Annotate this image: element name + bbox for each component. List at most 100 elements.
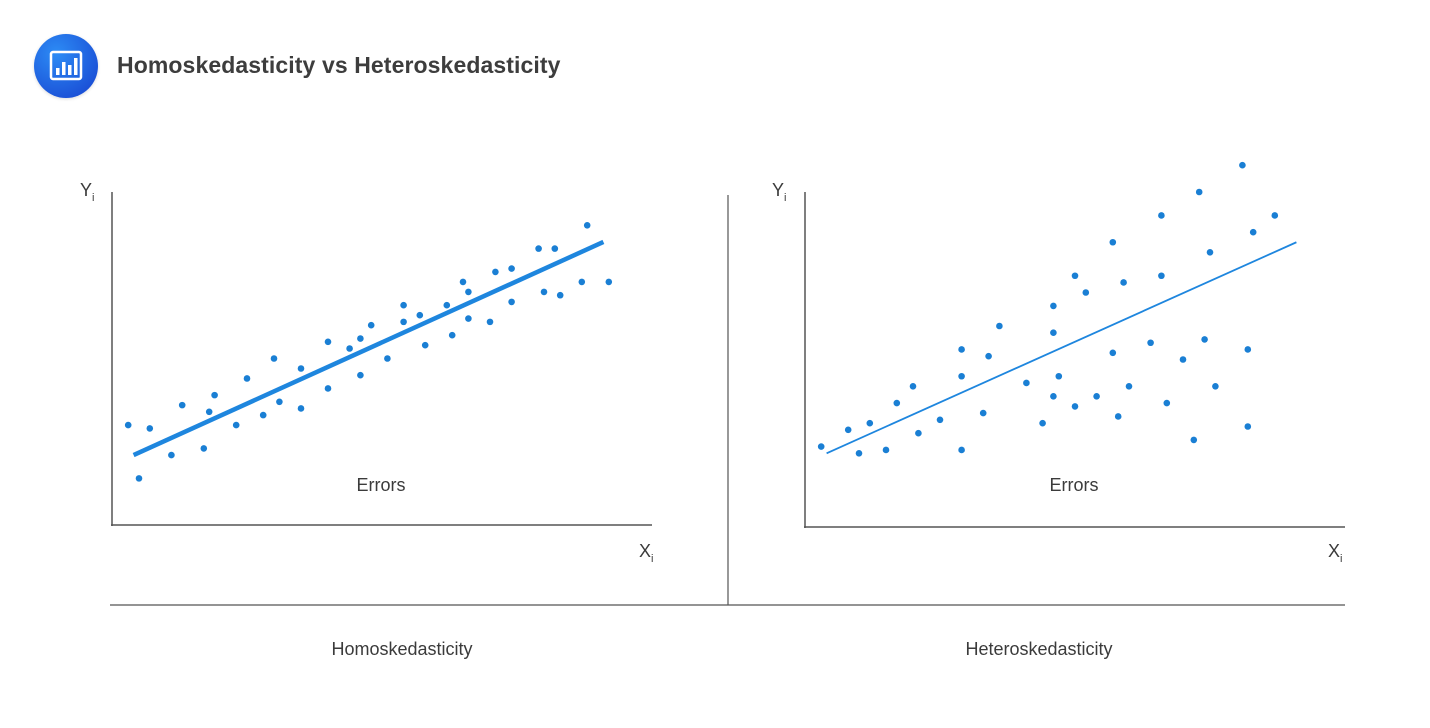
x-axis-label: Xi [639,541,653,565]
data-point [270,355,278,362]
data-point [168,451,175,459]
data-point [1109,238,1117,246]
data-point [421,341,429,349]
y-axis-label: Yi [80,180,94,204]
data-point [1071,403,1079,410]
data-point [416,311,424,319]
data-point [276,398,283,406]
data-point [1050,329,1057,337]
x-axis-label: Xi [1328,541,1342,565]
data-point [1201,336,1208,343]
data-point [936,416,944,424]
data-point [1023,379,1030,387]
data-point [1239,161,1246,169]
data-point [909,383,917,390]
homoskedasticity-chart: Yi Xi Errors Homoskedasticity [80,180,653,659]
data-point [1120,279,1127,286]
data-point [915,429,922,437]
bar-chart-icon [34,34,98,98]
data-point [124,421,132,429]
data-point [1082,289,1090,296]
data-point [1114,413,1122,420]
data-point [1206,249,1214,256]
data-point [1147,339,1154,347]
data-point [855,450,863,457]
data-point [324,385,332,392]
data-point [508,265,515,272]
data-point [1093,393,1100,400]
data-point [1071,272,1079,280]
y-axis-label: Yi [772,180,786,204]
data-point [958,372,965,380]
data-point [1158,212,1165,219]
data-point [1050,302,1057,310]
data-point [817,443,825,450]
data-point [146,425,154,432]
data-point [297,365,305,372]
data-point [1244,423,1252,430]
data-point [400,301,407,309]
data-point [583,222,591,229]
data-point [486,318,494,326]
data-point [882,446,890,454]
data-point [996,322,1003,330]
data-point [1055,372,1063,380]
data-point [844,426,852,434]
data-point [400,318,407,326]
page-title: Homoskedasticity vs Heteroskedasticity [117,52,561,78]
data-point [465,288,472,296]
data-point [232,421,240,429]
data-point [357,335,364,342]
data-point [1212,383,1219,390]
data-point [1179,356,1187,363]
regression-line [132,239,605,458]
data-point [1109,349,1117,357]
data-point [551,245,559,252]
data-point [259,411,267,419]
data-point [1158,272,1165,280]
data-point [1125,383,1133,390]
data-point [324,338,332,346]
data-point [297,405,305,412]
data-point [459,278,467,286]
data-point [979,409,987,417]
data-point [508,298,515,306]
data-point [540,288,548,296]
data-point [492,268,499,276]
data-point [1249,228,1257,236]
regression-line [826,241,1297,455]
data-point [243,375,251,382]
data-point [866,419,874,427]
errors-annotation: Errors [357,475,406,495]
errors-annotation: Errors [1050,475,1099,495]
data-point [357,371,364,379]
data-point [135,475,143,482]
data-point [384,355,391,362]
data-point [1244,346,1252,353]
data-point [1195,188,1203,196]
data-point [535,245,542,252]
data-point [178,401,186,409]
data-point [367,321,375,329]
data-point [578,278,586,286]
heteroskedasticity-chart: Yi Xi Errors Heteroskedasticity [772,161,1345,659]
data-point [211,391,218,399]
data-point [958,346,965,353]
data-point [465,315,472,322]
data-point [958,446,965,454]
data-point [1039,419,1046,427]
data-point [556,291,564,299]
data-point [1163,399,1171,407]
data-point [1190,436,1198,444]
data-point [448,331,456,339]
data-point [605,278,613,286]
data-point [200,445,208,452]
data-point [346,345,353,352]
data-point [985,352,992,360]
data-point [205,408,213,416]
data-point [1050,393,1057,400]
chart-caption: Homoskedasticity [331,639,472,659]
data-point [893,399,901,407]
data-point [443,301,451,309]
